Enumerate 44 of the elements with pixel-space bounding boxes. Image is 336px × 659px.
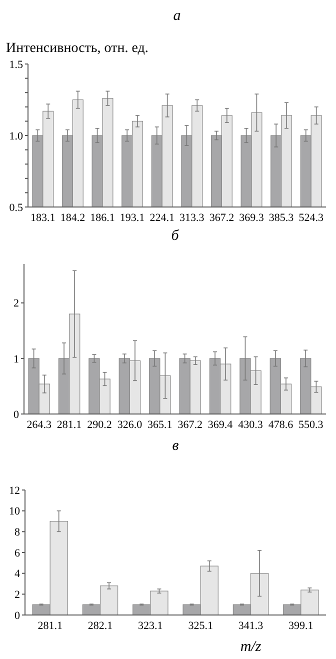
x-tick-label: 524.3 — [298, 212, 324, 224]
x-tick-label: 367.2 — [178, 419, 202, 431]
x-tick-label: 184.2 — [60, 212, 86, 224]
x-tick-label: 313.3 — [180, 212, 205, 224]
x-tick-label: 264.3 — [26, 419, 52, 431]
x-tick-label: 367.2 — [209, 212, 234, 224]
chart-title: б — [171, 228, 180, 244]
x-tick-label: 399.1 — [288, 620, 314, 632]
y-tick-label: 2 — [14, 298, 19, 310]
x-tick-label: 186.1 — [90, 212, 115, 224]
y-tick-label: 0.5 — [9, 202, 24, 214]
x-tick-label: 282.1 — [88, 620, 113, 632]
y-tick-label: 0 — [14, 610, 20, 622]
x-tick-label: 224.1 — [150, 212, 174, 224]
x-tick-label: 550.3 — [298, 419, 324, 431]
x-tick-label: 323.1 — [138, 620, 163, 632]
x-tick-label: 183.1 — [30, 212, 56, 224]
y-tick-label: 10 — [9, 506, 20, 518]
y-tick-label: 12 — [9, 484, 20, 497]
y-tick-label: 6 — [14, 547, 20, 560]
x-tick-label: 369.3 — [239, 212, 264, 224]
y-tick-label: 8 — [14, 526, 20, 539]
x-tick-label: 281.1 — [38, 620, 62, 632]
x-tick-label: 290.2 — [87, 419, 112, 431]
x-tick-label: 365.1 — [148, 419, 172, 431]
y-tick-label: 2 — [14, 589, 20, 602]
y-tick-label: 1.5 — [9, 58, 24, 71]
x-tick-label: 325.1 — [188, 620, 213, 632]
y-tick-label: 1 — [14, 353, 19, 366]
y-axis-title: Интенсивность, отн. ед. — [6, 41, 148, 56]
y-tick-label: 0 — [14, 408, 20, 421]
x-axis-title: m/z — [240, 639, 262, 655]
x-tick-label: 193.1 — [120, 212, 145, 224]
x-tick-label: 478.6 — [268, 419, 294, 431]
y-tick-label: 4 — [14, 568, 20, 580]
x-tick-label: 430.3 — [238, 419, 264, 431]
x-tick-label: 326.0 — [117, 419, 143, 431]
x-tick-label: 341.3 — [238, 620, 264, 632]
x-tick-label: 385.3 — [268, 212, 294, 224]
chart-title: а — [173, 8, 181, 24]
x-tick-label: 281.1 — [56, 419, 82, 431]
y-tick-label: 1.0 — [9, 130, 24, 142]
chart-title: в — [172, 438, 180, 454]
x-tick-label: 369.4 — [208, 419, 234, 431]
